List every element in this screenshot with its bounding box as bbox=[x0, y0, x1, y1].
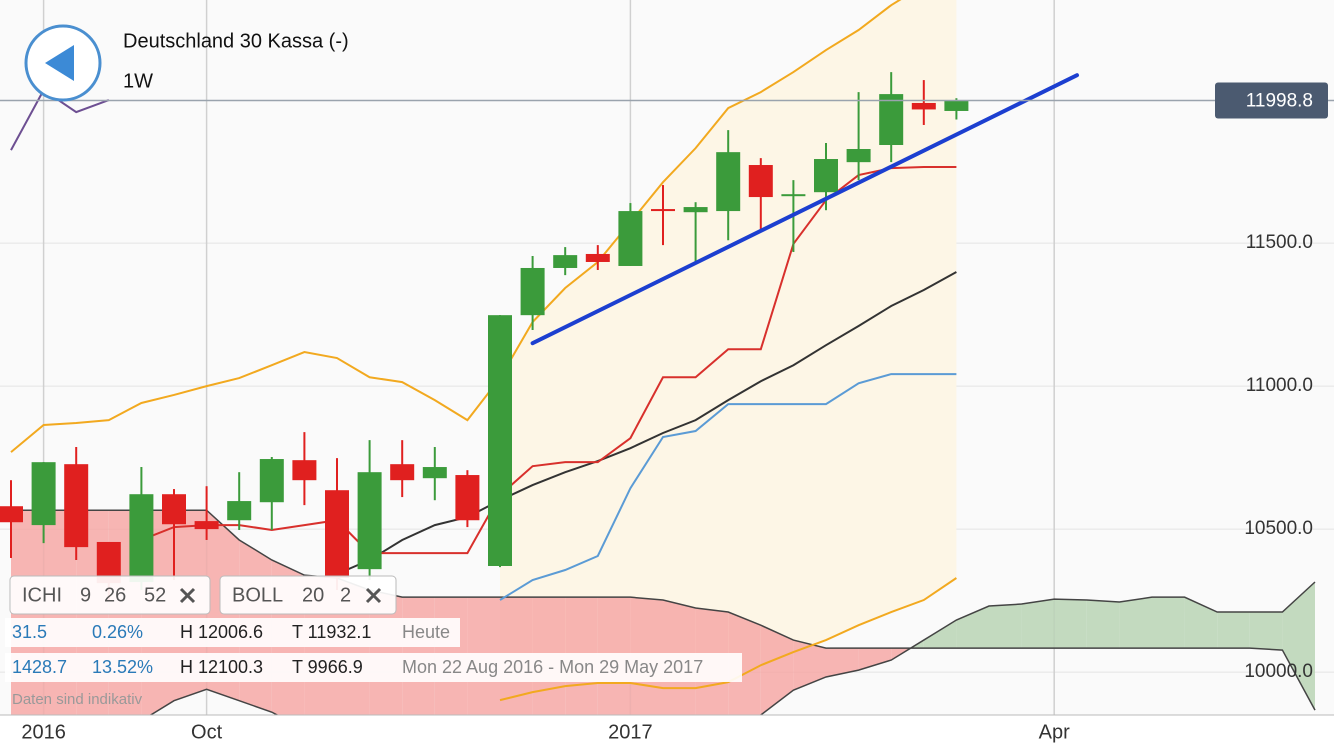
candle-body bbox=[194, 521, 219, 530]
chip-name: BOLL bbox=[232, 584, 283, 606]
stat-change-pct: 0.26% bbox=[92, 622, 143, 642]
stats-row-bg bbox=[5, 618, 460, 647]
candle-body bbox=[846, 149, 871, 163]
cloud bbox=[11, 510, 44, 715]
stat-high: H 12100.3 bbox=[180, 657, 263, 677]
y-tick-label: 10500.0 bbox=[1244, 518, 1313, 539]
x-tick-label: 2017 bbox=[608, 721, 653, 743]
cloud bbox=[1217, 612, 1250, 649]
senkou-span-b bbox=[11, 509, 1316, 711]
candle-body bbox=[781, 194, 806, 197]
candle-body bbox=[64, 464, 89, 548]
cloud bbox=[793, 640, 826, 691]
chip-param: 26 bbox=[104, 584, 126, 606]
cloud bbox=[1282, 582, 1315, 711]
instrument-title: Deutschland 30 Kassa (-) bbox=[123, 30, 349, 52]
y-tick-label: 11500.0 bbox=[1246, 232, 1313, 253]
stat-period: Mon 22 Aug 2016 - Mon 29 May 2017 bbox=[402, 657, 703, 677]
candle-body bbox=[259, 459, 284, 503]
candle-body bbox=[227, 501, 252, 521]
cloud bbox=[858, 648, 892, 671]
stat-low: T 9966.9 bbox=[292, 657, 363, 677]
back-button[interactable] bbox=[24, 24, 102, 102]
indicator-chip[interactable]: BOLL 20 2 bbox=[219, 575, 397, 615]
cloud bbox=[1119, 597, 1152, 649]
x-tick-label: Apr bbox=[1039, 721, 1070, 743]
cloud bbox=[1184, 597, 1218, 649]
candle-body bbox=[129, 494, 154, 583]
chip-close[interactable] bbox=[179, 587, 196, 604]
candle-body bbox=[455, 475, 480, 521]
chip-box[interactable] bbox=[9, 575, 211, 615]
axis: 10000.0 10500.0 11000.0 11500.0 2016 Oct 2017 A… bbox=[21, 82, 1328, 743]
price-tag bbox=[1215, 82, 1328, 119]
stats-row-bg bbox=[5, 653, 742, 682]
candle-body bbox=[618, 211, 643, 266]
candle-body bbox=[585, 253, 610, 262]
candle-body bbox=[553, 255, 578, 268]
stat-change: 1428.7 bbox=[12, 657, 67, 677]
candle-body bbox=[911, 102, 936, 110]
bollinger-middle bbox=[336, 271, 957, 575]
chip-param: 9 bbox=[80, 584, 91, 606]
x-tick-label: 2016 bbox=[21, 721, 66, 743]
x-axis-strip bbox=[0, 715, 1334, 750]
timeframe: 1W bbox=[123, 70, 153, 92]
stat-low: T 11932.1 bbox=[292, 622, 371, 642]
bollinger-lower bbox=[499, 577, 957, 702]
disclaimer: Daten sind indikativ bbox=[12, 691, 143, 708]
chip-param: 2 bbox=[340, 584, 351, 606]
chip-param: 20 bbox=[302, 584, 324, 606]
candle-body bbox=[390, 464, 415, 481]
stat-period: Heute bbox=[402, 622, 450, 642]
cloud bbox=[923, 620, 957, 649]
chip-param: 52 bbox=[144, 584, 166, 606]
candle-body bbox=[716, 152, 741, 212]
candle-body bbox=[31, 462, 56, 526]
candle-body bbox=[162, 494, 186, 525]
back-arrow[interactable] bbox=[45, 45, 74, 81]
candle-body bbox=[292, 460, 317, 481]
candle-body bbox=[879, 94, 904, 146]
senkou-span-a bbox=[149, 581, 1316, 715]
bollinger-upper bbox=[10, 0, 902, 453]
y-tick-label: 10000.0 bbox=[1244, 661, 1313, 682]
y-tick-label: 11000.0 bbox=[1246, 375, 1313, 396]
chip-name: ICHI bbox=[22, 584, 62, 606]
candle-body bbox=[357, 472, 382, 570]
kijun-sen bbox=[499, 373, 957, 601]
candle-body bbox=[0, 506, 23, 523]
chip-box[interactable] bbox=[219, 575, 397, 615]
candle-body bbox=[651, 209, 675, 212]
candle-body bbox=[422, 467, 447, 479]
candle-body bbox=[683, 207, 708, 213]
cloud bbox=[1054, 599, 1087, 649]
cloud bbox=[1086, 600, 1120, 649]
indicator-chip[interactable]: ICHI 9 26 52 bbox=[9, 575, 211, 615]
stat-change: 31.5 bbox=[12, 622, 47, 642]
cloud bbox=[826, 648, 859, 677]
trendline bbox=[530, 73, 1080, 346]
candle-body bbox=[944, 100, 969, 111]
x-tick-label: Oct bbox=[191, 721, 223, 743]
chip-close[interactable] bbox=[365, 587, 382, 604]
cloud bbox=[760, 625, 794, 715]
candle-body bbox=[748, 165, 773, 198]
cloud bbox=[1152, 597, 1185, 649]
cloud bbox=[989, 604, 1022, 649]
cloud bbox=[728, 612, 761, 715]
cloud bbox=[1249, 612, 1283, 651]
candle-body bbox=[325, 490, 349, 579]
candle-body bbox=[814, 159, 838, 193]
stat-high: H 12006.6 bbox=[180, 622, 263, 642]
stat-change-pct: 13.52% bbox=[92, 657, 153, 677]
cloud bbox=[1021, 599, 1055, 649]
tenkan-sen bbox=[141, 166, 957, 555]
candle-body bbox=[488, 315, 512, 566]
candle-body bbox=[520, 267, 545, 316]
price-tag-label: 11998.8 bbox=[1246, 90, 1313, 111]
